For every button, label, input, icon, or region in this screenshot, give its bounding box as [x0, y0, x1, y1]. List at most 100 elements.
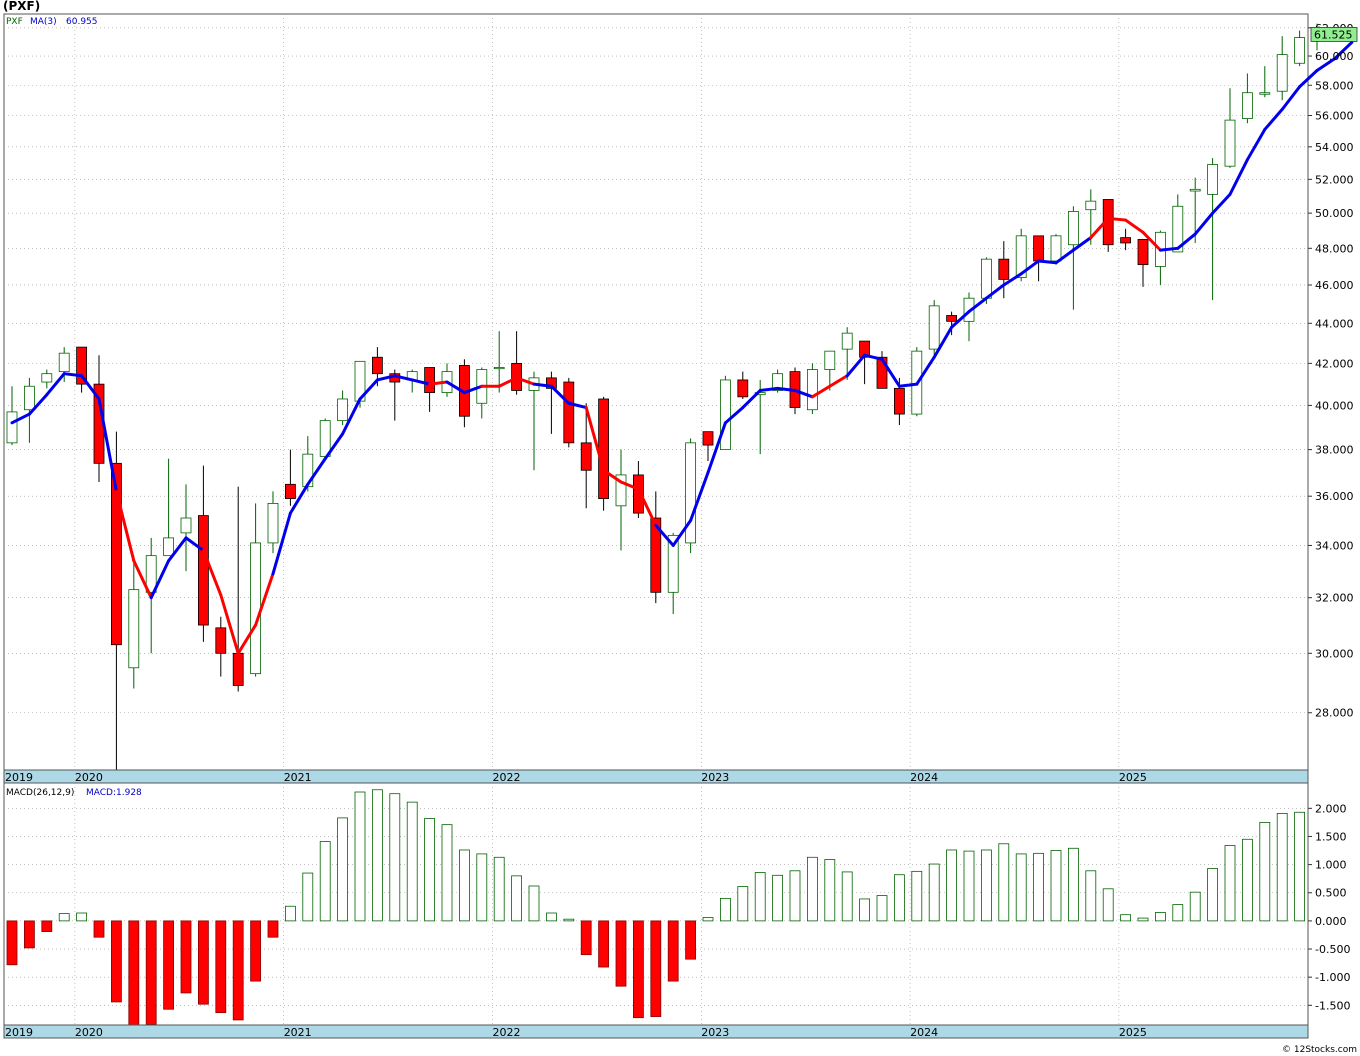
macd-bar-positive [441, 824, 453, 922]
candle-body [580, 442, 592, 471]
candle-body [998, 258, 1010, 280]
ma-segment [428, 380, 449, 386]
candle-down [650, 491, 662, 604]
macd-bar-positive [911, 870, 923, 922]
ma-segment [967, 296, 988, 314]
macd-bar-positive [807, 856, 818, 922]
candle-body [563, 381, 575, 444]
candle-body [267, 503, 279, 544]
year-label: 2021 [284, 771, 312, 784]
macd-bar-negative [93, 920, 105, 938]
macd-bar-positive [702, 917, 714, 922]
year-axis-band-top [3, 769, 1309, 784]
price-tick-label: 56.000 [1315, 109, 1354, 122]
candle-body [1259, 92, 1271, 95]
last-price-box [1310, 27, 1358, 42]
macd-bar-negative [250, 920, 262, 982]
ma-segment [1071, 236, 1093, 252]
ma-segment [132, 559, 153, 600]
candle-body [615, 474, 627, 507]
ma-segment [410, 378, 432, 386]
candle-down [737, 371, 749, 399]
candle-up [23, 377, 35, 443]
candle-down [580, 403, 592, 509]
ma-segment [741, 388, 762, 410]
macd-bar-negative [685, 920, 696, 960]
candle-up [685, 438, 696, 554]
candle-up [493, 331, 505, 393]
macd-bar-positive [1015, 853, 1027, 922]
ma-segment [27, 393, 49, 416]
candle-body [493, 367, 505, 370]
ma-segment [219, 593, 240, 655]
macd-bar-negative [180, 920, 192, 994]
ma-segment [1176, 232, 1197, 250]
price-tick-label: 32.000 [1315, 592, 1354, 605]
macd-bar-positive [720, 897, 731, 922]
macd-tick-label: -1.500 [1315, 999, 1350, 1012]
ma-segment [793, 388, 814, 399]
price-tick-label: 44.000 [1315, 317, 1354, 330]
year-label: 2021 [284, 1026, 312, 1039]
candle-body [1033, 235, 1044, 262]
macd-bar-positive [546, 912, 557, 922]
price-tick-label: 54.000 [1315, 141, 1354, 154]
ma-segment [1106, 216, 1128, 222]
ma-segment [671, 518, 693, 547]
macd-bar-negative [615, 920, 627, 987]
candle-body [841, 332, 853, 350]
macd-bar-positive [337, 817, 349, 922]
candle-up [6, 386, 18, 446]
macd-bar-negative [580, 920, 592, 956]
ma-segment [1263, 107, 1284, 131]
ma-segment [462, 384, 484, 395]
ma-segment [1002, 272, 1023, 287]
ma-segment [1315, 57, 1336, 73]
candle-body [23, 385, 35, 411]
ma-segment [288, 482, 310, 515]
price-tick-label: 38.000 [1315, 444, 1354, 457]
candle-body [371, 356, 383, 375]
macd-bar-positive [458, 849, 470, 922]
last-price-label: 61.525 [1314, 28, 1353, 41]
price-tick-label: 50.000 [1315, 207, 1354, 220]
ma-segment [1037, 259, 1058, 265]
ma-segment [706, 421, 727, 475]
candle-body [1207, 164, 1218, 195]
macd-tick-label: -1.000 [1315, 971, 1350, 984]
macd-bar-positive [1207, 868, 1218, 922]
ma-segment [549, 384, 571, 405]
candle-body [163, 537, 175, 557]
candle-up [720, 375, 731, 451]
candle-body [197, 515, 209, 626]
ma-segment [689, 471, 710, 522]
candle-down [998, 241, 1010, 299]
macd-bar-positive [1294, 811, 1305, 922]
macd-bar-positive [354, 791, 366, 922]
ma-segment [149, 559, 171, 600]
price-tick-label: 34.000 [1315, 539, 1354, 552]
candle-body [1294, 37, 1305, 64]
ma-segment [654, 523, 675, 547]
ma-segment [114, 489, 136, 563]
candle-body [145, 555, 157, 593]
ma-segment [184, 536, 205, 553]
ma-segment [1228, 158, 1249, 196]
ma-segment [810, 384, 832, 399]
year-axis-bottom: 2019 2020 2021 2022 2023 2024 2025 [5, 1026, 1147, 1039]
ma-segment [897, 382, 919, 388]
ma-segment [497, 376, 519, 388]
macd-bar-positive [841, 871, 853, 922]
candle-down [76, 346, 87, 393]
macd-bar-positive [1259, 821, 1271, 922]
ma-segment [1124, 218, 1145, 234]
candle-up [1068, 206, 1079, 310]
candle-down [876, 351, 888, 389]
macd-tick-label: 0.500 [1315, 887, 1347, 900]
price-panel-frame [3, 13, 1309, 771]
ma-segment [45, 372, 66, 397]
macd-bar-negative [6, 920, 18, 966]
ma-segment [445, 380, 466, 395]
candle-body [702, 431, 714, 446]
candle-up [807, 363, 818, 415]
